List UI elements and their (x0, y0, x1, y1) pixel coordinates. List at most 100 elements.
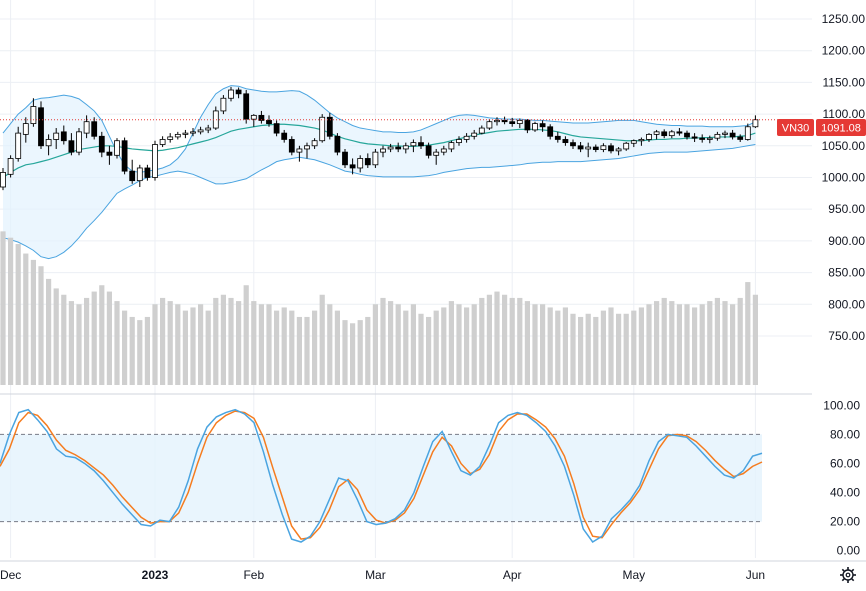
candle-down (243, 93, 250, 120)
price-tick-label: 850.00 (828, 266, 865, 280)
candle-down (547, 126, 554, 137)
candle-up (646, 133, 652, 140)
price-tick-label: 1100.00 (823, 107, 866, 121)
candle-up (167, 136, 174, 140)
volume-bar (661, 297, 667, 385)
osc-tick-label: 20.00 (830, 515, 860, 529)
volume-bar (464, 307, 470, 385)
candle-down (729, 132, 736, 138)
time-tick-label: May (622, 568, 645, 582)
price-axis[interactable]: 1250.00 1200.00 1150.00 1100.00 1050.00 1000.… (822, 12, 866, 343)
candle-up (76, 131, 82, 153)
candle-up (45, 139, 52, 147)
price-tick-label: 1150.00 (823, 75, 866, 89)
volume-bar (129, 316, 135, 385)
volume-bar (144, 316, 150, 385)
volume-bar (289, 310, 295, 385)
price-tick-label: 1000.00 (822, 170, 866, 184)
price-tick-label: 950.00 (828, 202, 865, 216)
candle-up (319, 116, 326, 142)
candle-up (114, 140, 120, 156)
volume-bar (410, 304, 416, 385)
time-tick-label: Mar (365, 568, 386, 582)
candle-up (600, 145, 607, 150)
volume-bar (365, 316, 371, 385)
volume-bar (236, 301, 242, 385)
candle-down (273, 123, 280, 134)
volume-bar (122, 310, 128, 385)
volume-bar (730, 304, 736, 385)
volume-bar (578, 316, 584, 385)
settings-gear-icon[interactable] (840, 567, 856, 583)
volume-bar (350, 323, 356, 385)
candle-up (410, 142, 417, 147)
candle-up (357, 158, 364, 169)
volume-bar (61, 294, 67, 385)
volume-bar (205, 310, 211, 385)
price-tick-label: 900.00 (828, 234, 865, 248)
volume-bar (714, 297, 720, 385)
volume-bar (23, 253, 29, 385)
candle-down (258, 114, 265, 121)
candle-up (463, 135, 470, 140)
time-tick-label: Jun (746, 568, 765, 582)
volume-bars (0, 231, 758, 385)
candle-down (121, 140, 128, 172)
candle-up (205, 127, 212, 131)
candle-up (532, 123, 538, 131)
time-tick-label: Apr (503, 568, 522, 582)
volume-bar (737, 297, 743, 385)
time-axis[interactable]: Dec 2023 Feb Mar Apr May Jun (0, 560, 866, 582)
oscillator-axis[interactable]: 100.00 80.00 60.00 40.00 20.00 0.00 (823, 398, 860, 557)
bb-fill (3, 85, 756, 259)
volume-bar (433, 310, 439, 385)
volume-bar (319, 294, 325, 385)
volume-bar (175, 304, 181, 385)
volume-bar (281, 307, 287, 385)
bb-basis-line (2, 123, 756, 178)
candle-down (106, 151, 113, 156)
volume-bar (152, 304, 158, 385)
volume-bar (479, 297, 485, 385)
last-price-badge (816, 119, 866, 136)
candle-up (516, 120, 523, 125)
volume-bar (38, 266, 44, 385)
volume-bar (190, 307, 196, 385)
volume-bar (251, 301, 257, 385)
volume-bar (616, 313, 622, 385)
candle-up (304, 145, 310, 150)
candle-down (144, 167, 151, 178)
volume-bar (304, 316, 310, 385)
candle-down (562, 139, 569, 144)
volume-bar (699, 304, 705, 385)
candle-down (281, 132, 288, 140)
price-tick-label: 750.00 (828, 329, 865, 343)
volume-bar (395, 304, 401, 385)
candle-up (0, 172, 6, 188)
volume-bar (441, 307, 447, 385)
candle-down (684, 132, 690, 138)
volume-bar (509, 297, 515, 385)
volume-bar (532, 304, 538, 385)
candle-up (752, 119, 759, 128)
volume-bar (608, 307, 614, 385)
time-tick-label: 2023 (142, 568, 169, 582)
osc-tick-label: 0.00 (837, 544, 861, 558)
volume-bar (357, 320, 363, 385)
volume-bar (15, 244, 21, 385)
candle-down (68, 140, 75, 153)
stochastic-oscillator (0, 408, 763, 544)
price-tick-label: 1200.00 (822, 44, 866, 58)
candle-up (668, 131, 675, 137)
candle-down (676, 131, 683, 134)
candle-up (623, 142, 630, 150)
price-tick-label: 1050.00 (822, 139, 866, 153)
volume-bar (53, 288, 59, 385)
volume-bar (137, 320, 143, 385)
candle-up (53, 132, 60, 140)
volume-bar (258, 304, 264, 385)
candle-down (577, 145, 584, 150)
candle-up (494, 120, 500, 123)
volume-bar (540, 304, 546, 385)
candle-up (653, 131, 660, 135)
